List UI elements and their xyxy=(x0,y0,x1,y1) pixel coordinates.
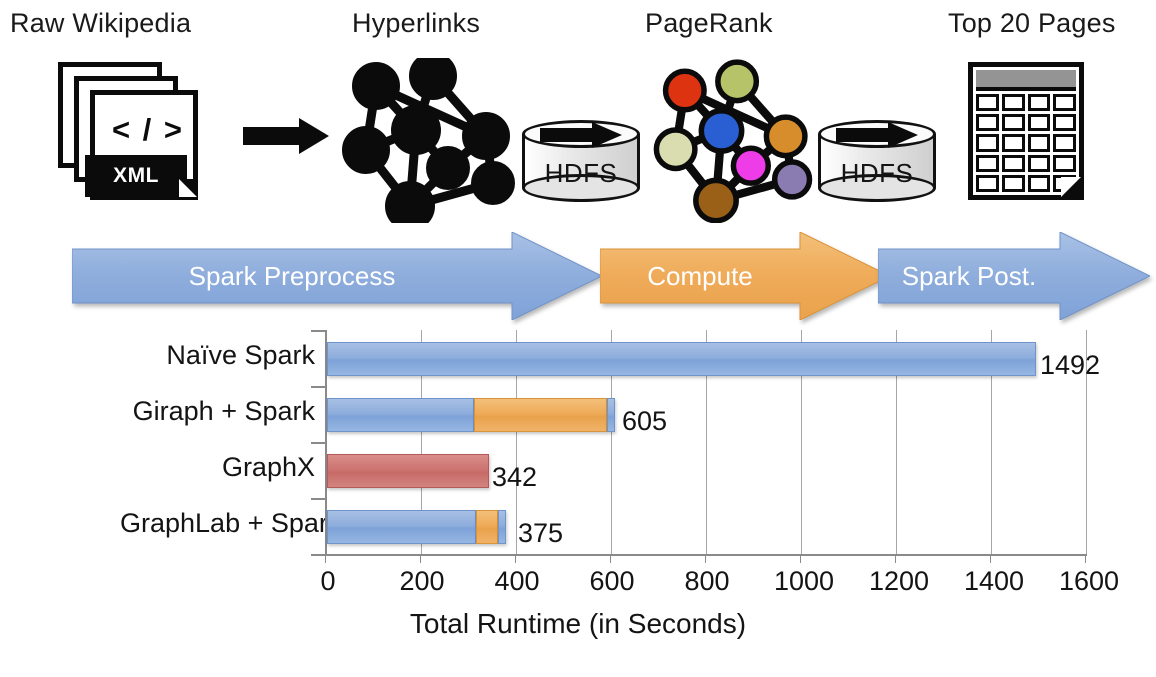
x-label-1: 200 xyxy=(399,566,445,596)
x-tick-1 xyxy=(420,554,421,563)
chart-x-tick-labels: 0 200 400 600 800 1000 1200 1400 1600 xyxy=(0,566,1156,606)
stage-title-hyperlinks: Hyperlinks xyxy=(352,8,481,38)
bar-segment-spark-post xyxy=(498,510,506,544)
phase-arrow-spark-post: Spark Post. xyxy=(878,232,1150,320)
bar-segment-spark-post xyxy=(607,398,615,432)
code-tag-icon: < / > xyxy=(111,112,185,147)
chart-category-labels: Naïve Spark Giraph + Spark GraphX GraphL… xyxy=(120,326,342,554)
phase-label-compute: Compute xyxy=(647,260,753,291)
x-label-4: 800 xyxy=(684,566,730,596)
x-tick-8 xyxy=(1085,554,1086,563)
x-label-3: 600 xyxy=(589,566,635,596)
flow-arrow-icon-1 xyxy=(243,118,331,154)
hdfs-label-2: HDFS xyxy=(840,158,914,188)
hdfs-storage-icon-2: HDFS xyxy=(818,118,936,204)
x-label-2: 400 xyxy=(494,566,540,596)
table-body xyxy=(973,91,1079,195)
x-tick-3 xyxy=(610,554,611,563)
y-tick-2 xyxy=(311,442,325,444)
runtime-bar-chart: Naïve Spark Giraph + Spark GraphX GraphL… xyxy=(0,326,1156,677)
xml-format-badge: XML xyxy=(85,155,187,197)
phase-arrow-spark-preprocess: Spark Preprocess xyxy=(72,232,602,320)
phase-arrow-compute: Compute xyxy=(600,232,890,320)
cat-label-naive-spark: Naïve Spark xyxy=(166,340,315,370)
cat-label-graphx: GraphX xyxy=(221,452,315,482)
chart-plot-area xyxy=(325,330,1087,554)
stage-title-top-20-pages: Top 20 Pages xyxy=(948,8,1116,38)
bar-segment-spark-preprocess xyxy=(327,510,476,544)
page-fold-icon xyxy=(179,179,197,197)
x-label-7: 1400 xyxy=(963,566,1025,596)
hdfs-label-1: HDFS xyxy=(544,158,618,188)
x-label-6: 1200 xyxy=(868,566,930,596)
bar-value-naive-spark: 1492 xyxy=(1040,350,1101,380)
x-tick-5 xyxy=(800,554,801,563)
table-row[interactable] xyxy=(327,398,615,432)
table-row[interactable] xyxy=(327,342,1036,376)
table-row[interactable] xyxy=(327,510,506,544)
stage-title-pagerank: PageRank xyxy=(645,8,773,38)
hdfs-storage-icon-1: HDFS xyxy=(522,118,640,204)
pagerank-graph-icon xyxy=(650,58,815,223)
x-tick-2 xyxy=(515,554,516,563)
page-fold-icon-table xyxy=(1061,177,1081,197)
y-tick-4 xyxy=(311,554,325,556)
bar-value-giraph-spark: 605 xyxy=(622,406,668,436)
x-tick-4 xyxy=(705,554,706,563)
cat-label-graphlab-spark: GraphLab + Spark xyxy=(120,508,342,538)
xml-documents-icon: < / > XML xyxy=(58,62,208,202)
stage-title-raw-wikipedia: Raw Wikipedia xyxy=(10,8,192,38)
bar-segment-compute xyxy=(476,510,498,544)
y-tick-3 xyxy=(311,498,325,500)
bar-segment-compute xyxy=(474,398,607,432)
chart-baseline xyxy=(325,554,1087,556)
phase-banner: Spark Preprocess Compute Spark Post. xyxy=(0,232,1156,320)
document-sheet-front: < / > XML xyxy=(85,90,198,200)
bar-segment-spark-preprocess xyxy=(327,398,474,432)
bar-value-graphlab-spark: 375 xyxy=(518,518,564,548)
cat-label-giraph-spark: Giraph + Spark xyxy=(132,396,315,426)
x-label-0: 0 xyxy=(320,566,336,596)
table-row[interactable] xyxy=(327,454,489,488)
x-label-8: 1600 xyxy=(1058,566,1120,596)
bar-segment-spark-preprocess xyxy=(327,342,1036,376)
x-label-5: 1000 xyxy=(773,566,835,596)
phase-label-spark-preprocess: Spark Preprocess xyxy=(188,260,396,291)
x-tick-7 xyxy=(990,554,991,563)
y-tick-0 xyxy=(311,330,325,332)
chart-x-axis-title: Total Runtime (in Seconds) xyxy=(409,608,747,639)
x-tick-6 xyxy=(895,554,896,563)
bar-value-graphx: 342 xyxy=(492,462,538,492)
table-header-row xyxy=(976,70,1076,91)
x-tick-0 xyxy=(325,554,326,563)
flow-arrow-icon-hdfs-2 xyxy=(836,122,918,148)
results-table-icon xyxy=(968,62,1084,200)
link-graph-icon xyxy=(338,58,518,223)
flow-arrow-icon-hdfs-1 xyxy=(540,122,622,148)
y-tick-1 xyxy=(311,386,325,388)
phase-label-spark-post: Spark Post. xyxy=(901,260,1037,291)
bar-segment-graphx xyxy=(327,454,489,488)
